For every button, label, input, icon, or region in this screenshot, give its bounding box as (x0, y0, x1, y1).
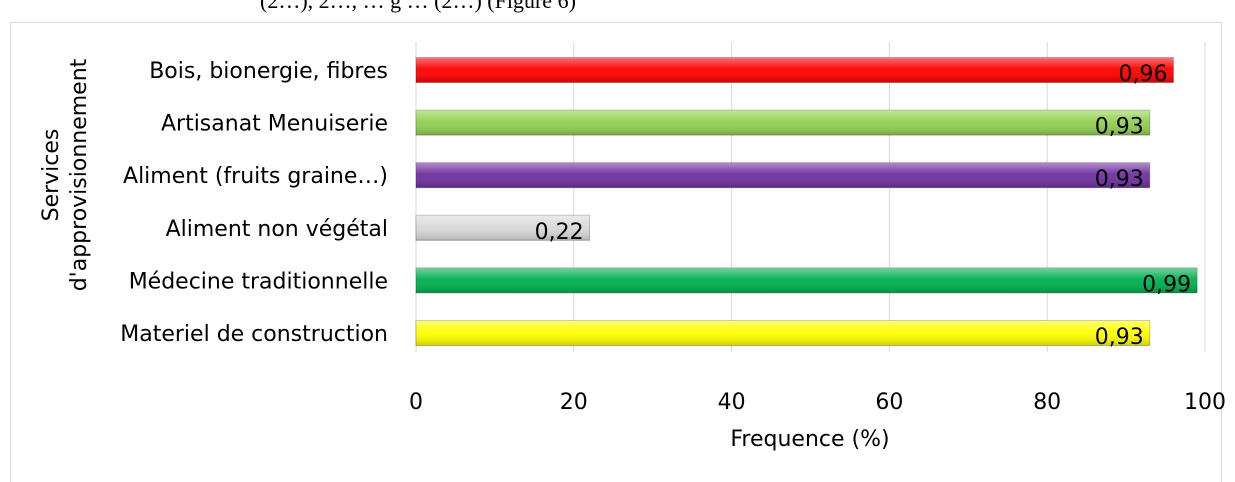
x-tick-label: 80 (1033, 390, 1061, 415)
labels: 0 20 40 60 80 100 Bois, bionergie, fibres 0,96 A… (120, 59, 1226, 415)
bar-shine (416, 320, 1150, 346)
data-label: 0,96 (1118, 62, 1167, 87)
data-label: 0,93 (1095, 167, 1144, 192)
y-axis-title-line-2: d'approvisionnement (67, 58, 92, 291)
data-label: 0,93 (1095, 325, 1144, 350)
category-label: Médecine traditionnelle (129, 269, 388, 294)
bar-shine (416, 162, 1150, 188)
x-tick-label: 20 (560, 390, 588, 415)
data-label: 0,93 (1095, 115, 1144, 140)
chart-area (10, 22, 1222, 482)
bars (415, 57, 1198, 346)
bar-shine (416, 110, 1150, 136)
bar-chart: 0 20 40 60 80 100 Bois, bionergie, fibres 0,96 A… (39, 42, 1226, 452)
bar-shine (416, 57, 1174, 83)
x-tick-label: 0 (409, 390, 423, 415)
x-tick-label: 40 (718, 390, 746, 415)
category-label: Materiel de construction (120, 322, 388, 347)
data-label: 0,22 (535, 220, 584, 245)
y-axis-title-line-1: Services (39, 129, 64, 222)
y-axis-title: Services d'approvisionnement (39, 58, 92, 291)
bar-shine (416, 215, 590, 241)
category-label: Bois, bionergie, fibres (149, 59, 388, 84)
bar-shine (416, 267, 1198, 293)
x-axis-title: Frequence (%) (730, 427, 889, 452)
category-label: Artisanat Menuiserie (161, 112, 388, 137)
data-label: 0,99 (1142, 272, 1191, 297)
gridlines (415, 42, 1206, 352)
x-tick-label: 60 (875, 390, 903, 415)
header-text-fragment: (2…), 2…, … g … (2…) (Figure 6) (260, 0, 576, 13)
category-label: Aliment (fruits graine…) (123, 164, 388, 189)
category-label: Aliment non végétal (166, 217, 388, 242)
x-tick-label: 100 (1184, 390, 1226, 415)
